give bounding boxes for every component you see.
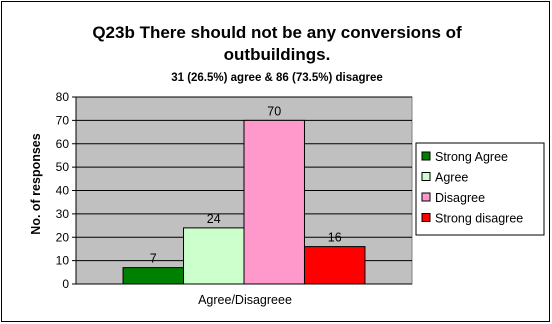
y-tick-label: 70 [56,113,70,127]
bar-agree [183,227,245,285]
bar-strong-agree [122,267,185,285]
y-tick-label: 10 [56,254,70,268]
x-axis-label: Agree/Disagreee [198,293,292,307]
y-tick-label: 20 [56,230,70,244]
legend-swatch [421,172,431,181]
y-tick-label: 60 [56,137,70,151]
bar-disagree [243,119,305,285]
legend-swatch [421,213,431,222]
legend-swatch [421,192,431,202]
legend-box [415,142,545,236]
data-labels: 7 24 70 16 [150,104,342,265]
y-axis-ticks: 0 10 20 30 40 50 60 70 80 [56,90,76,291]
data-label: 7 [150,252,157,266]
chart-subtitle: 31 (26.5%) agree & 86 (73.5%) disagree [171,72,383,84]
y-tick-label: 80 [56,90,70,104]
legend-entry: Strong Agree [435,150,508,164]
legend: Strong Agree Agree Disagree Strong disagree [415,142,545,236]
data-label: 24 [207,212,221,226]
data-label: 16 [328,231,342,245]
y-tick-label: 30 [56,207,70,221]
chart-title-line-2: outbuildings. [224,45,331,64]
y-tick-label: 40 [56,184,70,198]
chart-title-line-1: Q23b There should not be any conversions… [92,23,462,42]
bar-strong-disagree [303,246,366,285]
data-label: 70 [267,104,281,118]
legend-entry: Disagree [435,191,485,205]
legend-entry: Agree [435,171,468,185]
legend-entry: Strong disagree [435,212,523,226]
bars [122,119,366,285]
y-tick-label: 0 [62,277,69,291]
legend-swatch [421,151,431,161]
y-axis-label: No. of responses [29,133,43,234]
y-tick-label: 50 [56,160,70,174]
